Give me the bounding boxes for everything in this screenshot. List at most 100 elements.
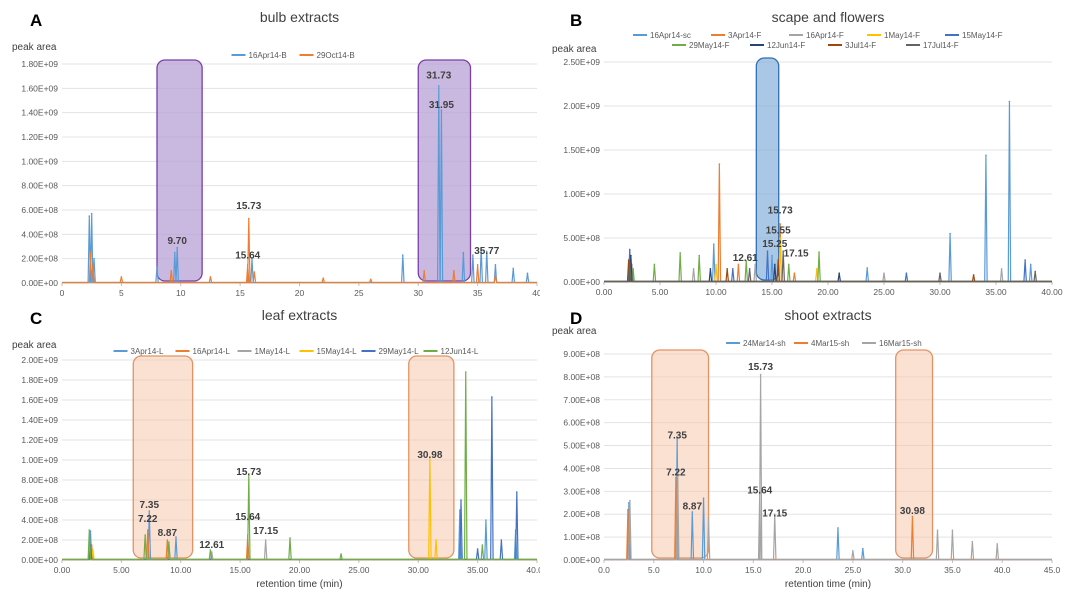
chart-b-legend-label: 3Apr14-F <box>728 31 761 40</box>
chart-c-xtick-label: 25.00 <box>348 565 370 575</box>
chart-a-peak-point <box>512 267 515 270</box>
chart-d-peak-point <box>675 476 677 479</box>
chart-b-peak-point <box>748 268 751 270</box>
chart-c-title: leaf extracts <box>262 307 337 323</box>
chart-a-peak-point <box>90 212 93 215</box>
chart-b-annotation: 15.25 <box>762 239 787 250</box>
chart-b-panel-letter: B <box>570 11 582 30</box>
chart-d-xtick-label: 45.0 <box>1044 565 1061 575</box>
chart-b-title: scape and flowers <box>772 9 885 25</box>
chart-d-title: shoot extracts <box>784 307 871 323</box>
chart-c-ytick-label: 1.20E+09 <box>21 435 58 445</box>
chart-d-xtick-label: 20.0 <box>795 565 812 575</box>
chart-c-legend-label: 16Apr14-L <box>193 347 231 356</box>
chart-c-xlabel: retention time (min) <box>256 579 342 590</box>
chart-d-xtick-label: 0.0 <box>598 565 610 575</box>
chart-c-ytick-label: 1.40E+09 <box>21 415 58 425</box>
chart-d-peak-point <box>629 499 631 502</box>
chart-c-ylabel: peak area <box>12 340 57 351</box>
chart-b-xtick-label: 25.00 <box>873 287 895 297</box>
chart-a-peak-point <box>322 277 325 279</box>
chart-a-annotation: 15.64 <box>235 251 260 262</box>
chart-b-peak-point <box>883 272 885 275</box>
chart-d-ytick-label: 0.00E+00 <box>563 555 600 565</box>
chart-c-ytick-label: 2.00E+08 <box>21 535 58 545</box>
chart-c-xtick-label: 20.00 <box>289 565 311 575</box>
chart-b-peak-point <box>779 223 781 225</box>
chart-b-highlight-box <box>755 57 780 281</box>
chart-d-legend-label: 4Mar15-sh <box>811 339 849 348</box>
chart-a-ytick-label: 4.00E+08 <box>21 229 58 239</box>
chart-d-peak-point <box>773 513 776 516</box>
chart-d-peak-point <box>837 527 839 529</box>
chart-c-peak-point <box>340 553 342 555</box>
chart-a-ylabel: peak area <box>12 42 57 53</box>
chart-c-xtick-label: 30.00 <box>408 565 430 575</box>
chart-b-peak-point <box>771 254 773 257</box>
chart-c-ytick-label: 1.60E+09 <box>21 395 58 405</box>
chart-a-annotation: 35.77 <box>474 246 499 257</box>
chart-d-annotation: 7.22 <box>666 467 686 478</box>
chart-c-peak-point <box>491 396 493 398</box>
chart-c-peak-point <box>476 548 479 550</box>
chart-c-peak-point <box>264 539 267 541</box>
chart-d-ytick-label: 5.00E+08 <box>563 441 600 451</box>
chart-c-xtick-label: 0.00 <box>54 565 71 575</box>
chart-b-ytick-label: 1.50E+09 <box>563 145 600 155</box>
chart-d-peak-point <box>911 515 914 518</box>
chart-d-peak-point <box>676 467 679 470</box>
chart-a-peak-point <box>176 246 178 249</box>
chart-a-xtick-label: 0 <box>60 288 65 298</box>
chart-b-peak-point <box>627 259 630 261</box>
chart-a-ytick-label: 6.00E+08 <box>21 205 58 215</box>
chart-b-ytick-label: 2.00E+09 <box>563 101 600 111</box>
chart-a-xtick-label: 25 <box>354 288 364 298</box>
chart-b-peak-point <box>1029 263 1032 266</box>
chart-a-ytick-label: 8.00E+08 <box>21 181 58 191</box>
chart-a-xtick-label: 15 <box>235 288 245 298</box>
chart-b-ytick-label: 2.50E+09 <box>563 57 600 67</box>
chart-a-xtick-label: 40 <box>532 288 540 298</box>
chart-b-peak-point <box>779 237 781 239</box>
chart-a-peak-point <box>453 270 455 272</box>
chart-c-annotation: 8.87 <box>158 528 178 539</box>
chart-a-peak-point <box>494 274 497 277</box>
chart-b-peak-point <box>774 263 776 266</box>
chart-c-peak-point <box>144 534 146 536</box>
chart-a-ytick-label: 0.00E+00 <box>21 278 58 288</box>
chart-b-series-16apr14-sc <box>604 101 1052 283</box>
chart-d-annotation: 7.35 <box>667 431 687 442</box>
chart-b-peak-point <box>698 254 700 257</box>
chart-b-peak-point <box>679 252 681 254</box>
chart-a-ytick-label: 1.60E+09 <box>21 83 58 93</box>
chart-b-xtick-label: 20.00 <box>817 287 839 297</box>
chart-a-ytick-label: 2.00E+08 <box>21 254 58 264</box>
chart-c-peak-point <box>485 519 487 521</box>
chart-b-peak-point <box>715 263 717 266</box>
chart-c-peak-point <box>92 549 94 551</box>
chart-d-ytick-label: 1.00E+08 <box>563 532 600 542</box>
chart-a-peak-point <box>251 257 253 260</box>
chart-a-peak-point <box>402 254 404 256</box>
chart-c-peak-point <box>89 530 92 532</box>
chart-d-peak-point <box>758 492 761 495</box>
chart-b-peak-point <box>1034 270 1036 273</box>
chart-c-legend-label: 15May14-L <box>317 347 358 356</box>
chart-c-annotation: 15.73 <box>236 467 261 478</box>
chart-b-peak-point <box>653 263 656 266</box>
chart-b-peak-point <box>985 154 987 157</box>
chart-b-peak-point <box>726 268 728 270</box>
chart-c-ytick-label: 4.00E+08 <box>21 515 58 525</box>
chart-c-peak-point <box>88 529 91 531</box>
chart-b-peak-point <box>793 272 796 275</box>
chart-c-peak-point <box>481 544 484 546</box>
chart-d-annotation: 17.15 <box>762 509 787 520</box>
chart-c-annotation: 30.98 <box>417 450 442 461</box>
chart-d-ytick-label: 6.00E+08 <box>563 418 600 428</box>
chart-c-peak-point <box>516 491 518 493</box>
chart-b-peak-point <box>630 254 632 257</box>
chart-a-ytick-label: 1.80E+09 <box>21 59 58 69</box>
chart-d-xtick-label: 35.0 <box>944 565 961 575</box>
